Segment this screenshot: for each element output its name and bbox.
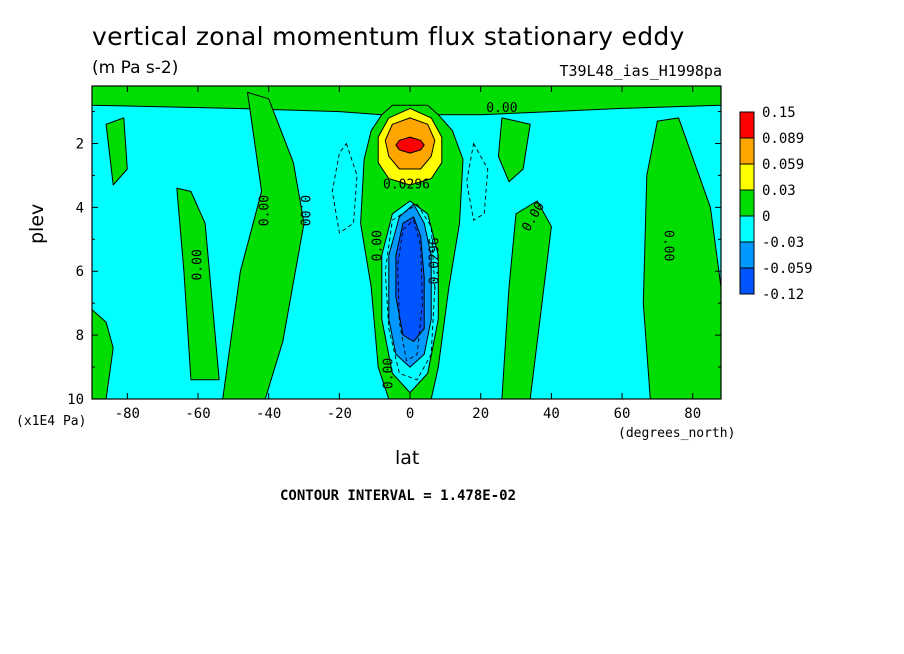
dashed-contour-2	[384, 203, 436, 381]
negative-contours	[331, 142, 489, 381]
legend-swatch-2	[739, 163, 755, 191]
contour-label-4: 0.00	[371, 230, 386, 261]
y-tick-label-3: 8	[76, 328, 84, 344]
contour-label-9: -0.0296	[427, 237, 442, 292]
contour-region-7	[501, 200, 552, 399]
legend-level-6: -0.059	[762, 261, 813, 277]
contour-labels: 0.000.00 0.000.000.000.000.000.000.0296-0…	[191, 101, 676, 389]
contour-region-1	[105, 117, 128, 186]
chart-units: (m Pa s-2)	[92, 58, 179, 78]
y-tick-label-1: 4	[76, 200, 84, 216]
contour-label-0: 0.00	[486, 101, 517, 116]
dashed-contour-3	[397, 219, 423, 362]
contour-region-6	[497, 117, 531, 183]
contour-label-8: 0.0296	[383, 178, 430, 193]
color-legend: 0.15 0.089 0.059 0.03 0 -0.03 -0.059 -0.12	[739, 105, 813, 303]
legend-swatch-3	[739, 189, 755, 217]
contour-region-8	[642, 117, 721, 399]
contour-region-4	[92, 309, 114, 399]
contour-region-11	[395, 136, 425, 154]
run-label: T39L48_ias_H1998pa	[559, 62, 722, 80]
contour-label-7: 0.00	[660, 230, 675, 261]
legend-level-1: 0.089	[762, 131, 804, 147]
contour-interval-label: CONTOUR INTERVAL = 1.478E-02	[280, 488, 517, 504]
x-tick-label-8: 80	[684, 406, 701, 422]
y-axis-ticks: 2 4 6 8 10	[67, 111, 721, 408]
dashed-contour-0	[331, 142, 358, 234]
x-axis-label: lat	[395, 447, 420, 469]
x-tick-label-2: -40	[256, 406, 281, 422]
contour-region-3	[176, 187, 220, 381]
x-tick-label-6: 40	[543, 406, 560, 422]
x-tick-label-1: -60	[185, 406, 210, 422]
x-tick-label-4: 0	[406, 406, 414, 422]
contour-label-5: 0.00	[381, 358, 396, 389]
legend-level-7: -0.12	[762, 287, 804, 303]
x-tick-label-7: 60	[614, 406, 631, 422]
legend-level-3: 0.03	[762, 183, 796, 199]
contour-label-3: 0.00	[191, 249, 206, 280]
contour-label-2: 0.00	[297, 195, 312, 226]
legend-level-5: -0.03	[762, 235, 804, 251]
legend-level-0: 0.15	[762, 105, 796, 121]
contour-label-1: 0.00	[258, 195, 273, 226]
x-axis-ticks: -80 -60 -40 -20 0 20 40 60 80	[115, 86, 701, 422]
y-tick-label-2: 6	[76, 264, 84, 280]
legend-swatch-6	[739, 267, 755, 295]
legend-swatch-1	[739, 137, 755, 165]
x-tick-label-3: -20	[327, 406, 352, 422]
legend-swatch-0	[739, 111, 755, 139]
legend-swatch-4	[739, 215, 755, 243]
x-tick-label-5: 20	[472, 406, 489, 422]
x-units-label: (degrees_north)	[618, 426, 736, 441]
y-tick-label-0: 2	[76, 136, 84, 152]
plot-frame	[91, 85, 722, 400]
chart-title: vertical zonal momentum flux stationary …	[92, 22, 685, 51]
legend-swatch-5	[739, 241, 755, 269]
y-tick-label-4: 10	[67, 392, 84, 408]
contour-region-2	[222, 91, 305, 399]
plot-area: 0.000.00 0.000.000.000.000.000.000.0296-0…	[92, 86, 721, 399]
x-tick-label-0: -80	[115, 406, 140, 422]
legend-level-2: 0.059	[762, 157, 804, 173]
y-scale-note: (x1E4 Pa)	[16, 414, 87, 429]
legend-level-4: 0	[762, 209, 770, 225]
dashed-contour-1	[466, 142, 489, 221]
contour-regions	[92, 86, 721, 399]
contour-region-14	[395, 216, 425, 342]
